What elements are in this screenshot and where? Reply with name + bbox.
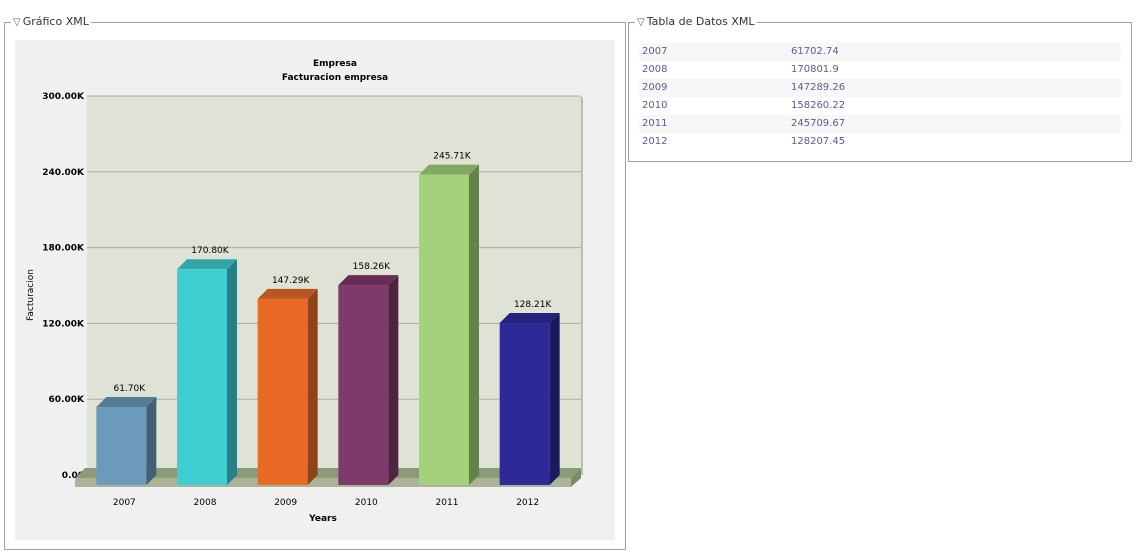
value-cell: 128207.45 [788,133,1121,151]
bar [499,323,550,485]
data-table: 2007 61702.74 2008 170801.9 2009 147289.26 … [639,43,1121,151]
floor-side [571,468,581,487]
table-panel: ▽ Tabla de Datos XML 2007 61702.74 2008 170… [628,15,1132,162]
year-cell: 2008 [639,61,788,79]
table-row: 2009 147289.26 [639,79,1121,97]
year-cell: 2012 [639,133,788,151]
collapse-triangle-icon[interactable]: ▽ [13,17,21,28]
table-row: 2012 128207.45 [639,133,1121,151]
plot-background [87,96,581,475]
value-cell: 170801.9 [788,61,1121,79]
data-label: 61.70K [113,384,146,394]
chart-panel-title: Gráfico XML [22,15,89,28]
y-axis-title: Facturacion [26,269,36,321]
y-tick-label: 300.00K [42,92,85,102]
bar-side [227,259,237,485]
bar-side [388,275,399,485]
value-cell: 158260.22 [788,97,1121,115]
value-cell: 245709.67 [788,115,1121,133]
bar [96,407,147,485]
bar-top [177,259,237,270]
x-tick-label: 2011 [436,498,459,508]
bar [419,174,469,485]
year-cell: 2010 [639,97,788,115]
year-cell: 2011 [639,115,788,133]
table-row: 2008 170801.9 [639,61,1121,79]
value-cell: 61702.74 [788,43,1121,61]
bar [338,285,389,485]
bar-top [499,313,560,324]
data-label: 170.80K [191,246,229,256]
bar [177,269,227,485]
floor-front [75,478,571,487]
chart-panel: ▽ Gráfico XML 0.00 60.00K 120.00K 180.00K 240… [4,15,626,550]
table-row: 2010 158260.22 [639,97,1121,115]
x-axis-title: Years [308,514,337,524]
x-tick-label: 2009 [274,498,297,508]
chart-title: Empresa [313,59,357,69]
y-tick-label: 240.00K [42,168,85,178]
data-label: 245.71K [433,152,471,162]
table-panel-legend[interactable]: ▽ Tabla de Datos XML [635,15,757,30]
bar [257,298,308,485]
value-cell: 147289.26 [788,79,1121,97]
bar-top [257,288,318,299]
bar-side [307,288,318,485]
bar-chart: 0.00 60.00K 120.00K 180.00K 240.00K 300.00K 61… [26,59,583,524]
year-cell: 2007 [639,43,788,61]
data-label: 158.26K [353,262,391,272]
data-label: 128.21K [514,300,552,310]
x-tick-label: 2012 [516,498,539,508]
bar-top [419,164,479,175]
bar-side [469,164,479,485]
table-row: 2011 245709.67 [639,115,1121,133]
chart-area: 0.00 60.00K 120.00K 180.00K 240.00K 300.00K 61… [15,40,615,540]
chart-panel-legend[interactable]: ▽ Gráfico XML [11,15,91,30]
x-tick-label: 2008 [194,498,217,508]
y-tick-label: 60.00K [49,395,85,405]
bar-side [146,397,157,485]
chart-subtitle: Facturacion empresa [282,73,388,83]
x-tick-label: 2007 [113,498,136,508]
collapse-triangle-icon[interactable]: ▽ [637,17,645,28]
bar-top [338,275,399,286]
bar-side [549,313,560,485]
y-tick-label: 120.00K [42,319,85,329]
y-tick-label: 0.00 [62,471,84,481]
table-row: 2007 61702.74 [639,43,1121,61]
x-tick-label: 2010 [355,498,378,508]
y-tick-label: 180.00K [42,244,85,254]
data-label: 147.29K [272,276,310,286]
year-cell: 2009 [639,79,788,97]
bar-top [96,397,157,408]
plot-side-wall [581,96,583,475]
table-panel-title: Tabla de Datos XML [646,15,755,28]
